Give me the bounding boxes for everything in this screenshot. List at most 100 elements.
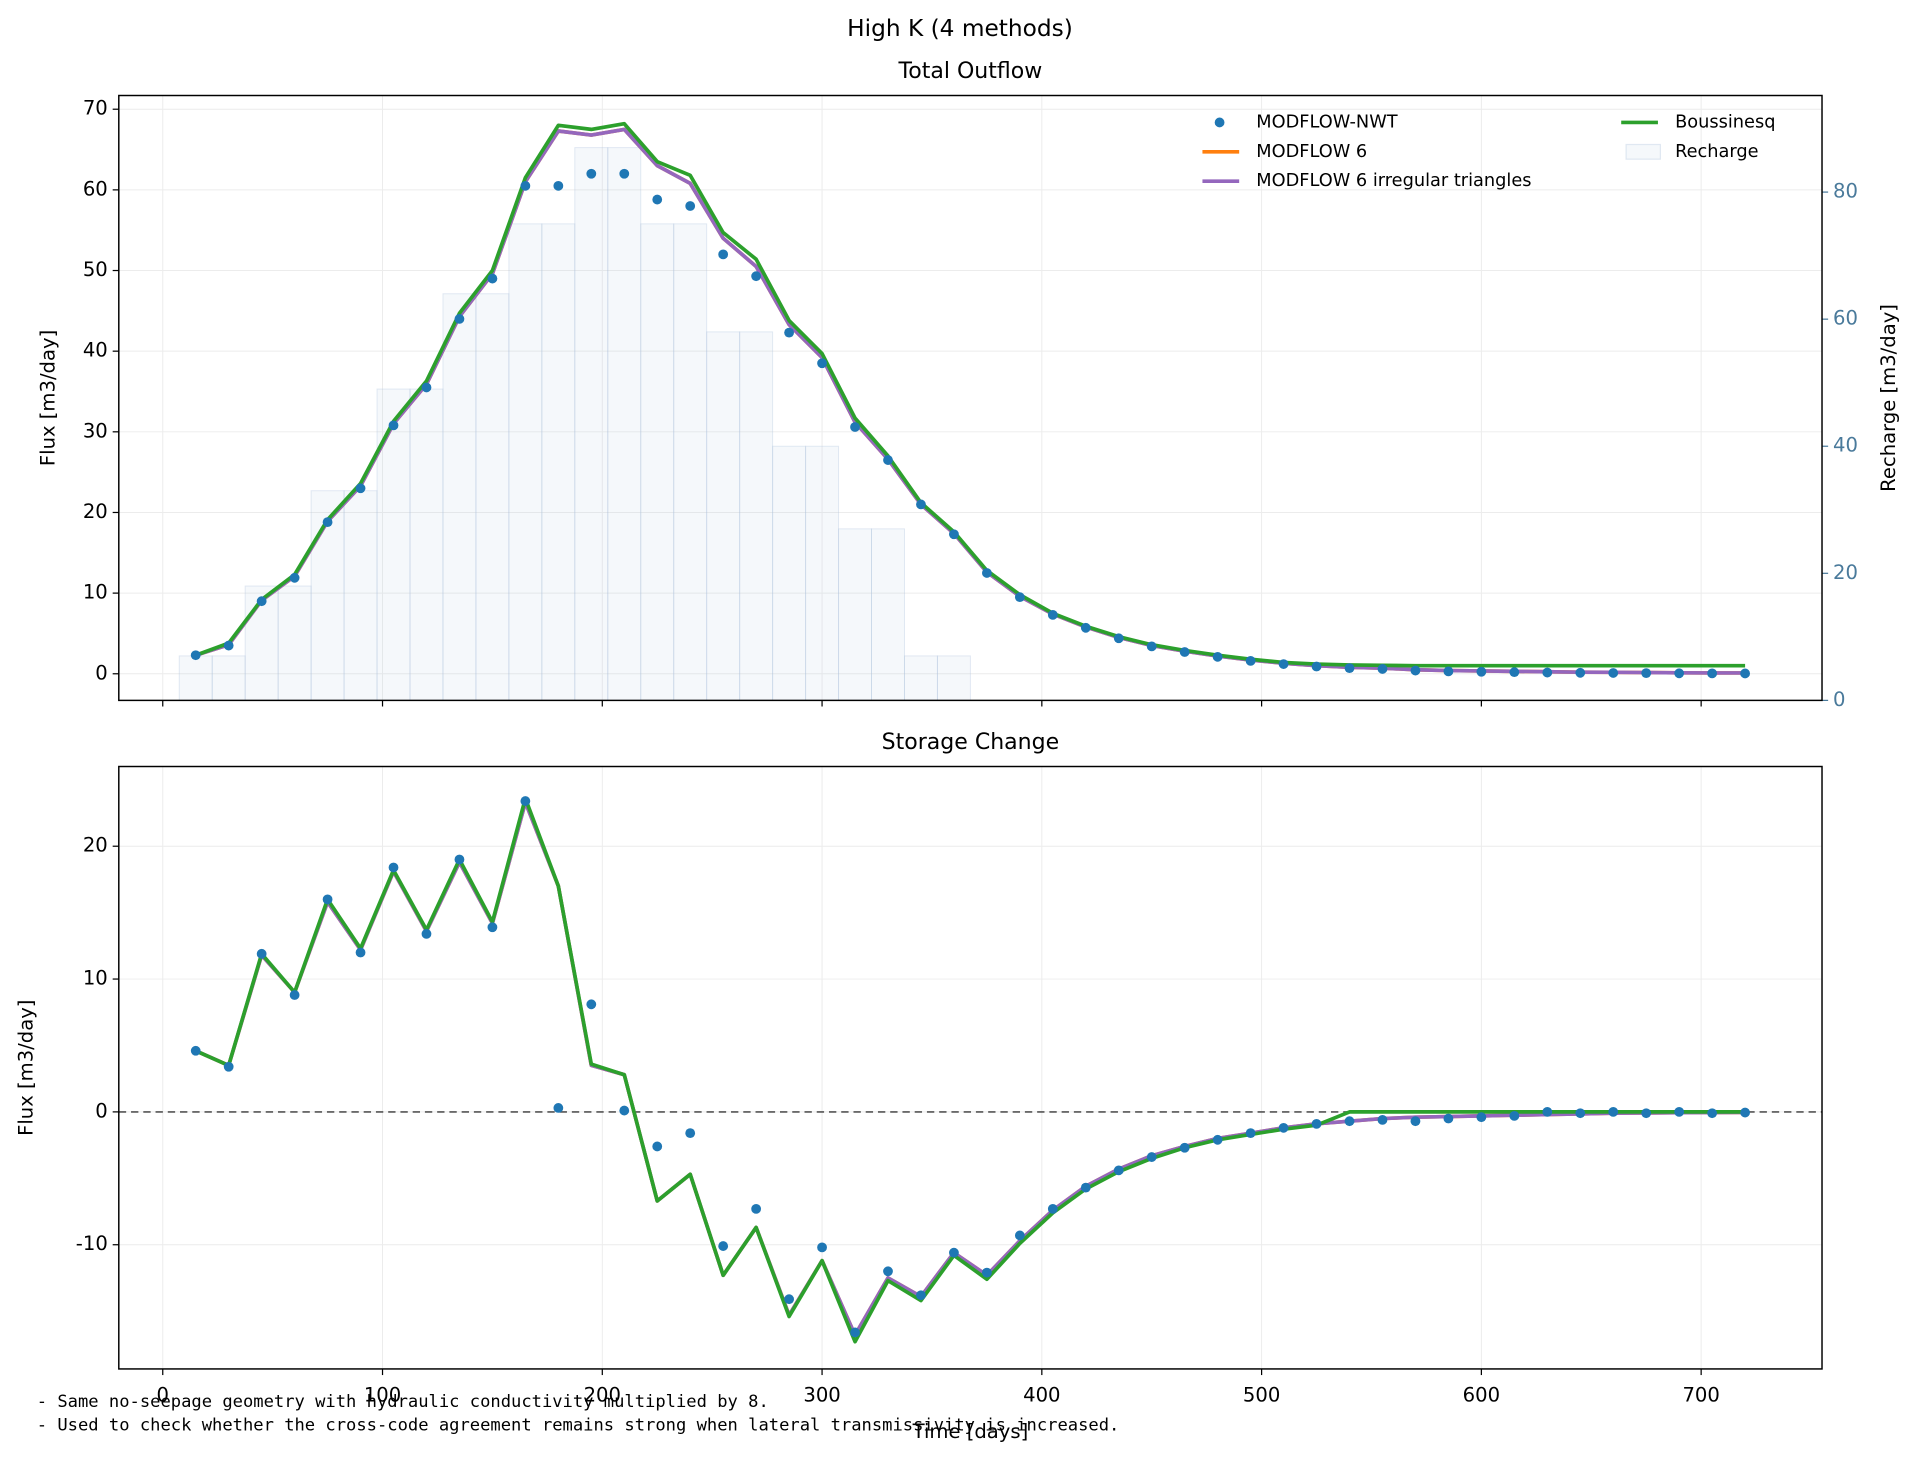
point <box>1608 668 1619 678</box>
legend-label: MODFLOW 6 <box>1256 142 1367 162</box>
y2-tick-label: 60 <box>1833 307 1858 330</box>
x-tick-label: 600 <box>1463 1383 1500 1406</box>
series-line <box>194 800 1746 1337</box>
point <box>1740 1107 1750 1118</box>
point <box>619 1105 630 1116</box>
legend-label: Recharge <box>1675 142 1759 162</box>
point <box>619 168 630 179</box>
point <box>256 596 267 607</box>
y-tick-label: 30 <box>83 419 108 442</box>
axes-frame <box>118 94 1823 702</box>
x-tick-label: 700 <box>1682 1383 1719 1406</box>
recharge-bar <box>838 528 873 701</box>
recharge-bar <box>475 293 510 701</box>
point <box>751 271 762 282</box>
point <box>1509 667 1520 678</box>
point <box>784 1294 794 1305</box>
legend-patch <box>1625 143 1662 160</box>
point <box>1443 1113 1454 1124</box>
recharge-bar <box>409 388 444 701</box>
point <box>1410 665 1421 676</box>
y-tick-label: 70 <box>83 97 108 120</box>
point <box>652 1141 663 1152</box>
point <box>685 201 696 211</box>
point <box>718 1241 729 1251</box>
point <box>1311 661 1322 672</box>
point <box>355 947 366 958</box>
point <box>1146 641 1157 652</box>
point <box>421 928 432 939</box>
recharge-bar <box>343 490 378 701</box>
point <box>817 1242 827 1253</box>
x-axis-label: Time [days] <box>912 1420 1029 1443</box>
point <box>1575 1108 1586 1119</box>
recharge-bar <box>211 655 246 701</box>
point <box>652 194 663 205</box>
recharge-bar <box>310 490 345 701</box>
point <box>1014 592 1025 603</box>
point <box>718 249 729 260</box>
y-axis-label: Flux [m3/day] <box>14 1000 37 1136</box>
y2-tick-label: 0 <box>1833 688 1845 711</box>
point <box>223 640 234 651</box>
point <box>388 420 399 431</box>
y-tick-label: 40 <box>83 339 108 362</box>
point <box>751 1203 762 1214</box>
point <box>1542 667 1553 678</box>
point <box>1278 659 1289 669</box>
axes-title: Storage Change <box>882 730 1060 755</box>
point <box>454 314 465 324</box>
recharge-bar <box>574 147 609 701</box>
recharge-bar <box>640 223 675 701</box>
point <box>1212 1134 1223 1145</box>
point <box>1311 1118 1322 1129</box>
recharge-bar <box>673 223 708 701</box>
y-tick-label: -10 <box>76 1232 108 1255</box>
point <box>1080 622 1091 633</box>
recharge-bar <box>607 147 642 701</box>
point <box>1476 1112 1487 1123</box>
recharge-bar <box>277 585 312 701</box>
point <box>322 894 333 905</box>
y-tick-label: 0 <box>95 661 107 684</box>
recharge-bar <box>805 445 840 701</box>
point <box>1674 668 1685 679</box>
point <box>355 483 366 494</box>
recharge-bar <box>376 388 411 701</box>
axes-title: Total Outflow <box>898 59 1043 84</box>
y-tick-label: 50 <box>83 258 108 281</box>
point <box>850 1327 860 1338</box>
point <box>949 529 959 540</box>
point <box>223 1061 234 1072</box>
point <box>1707 668 1718 679</box>
series-line <box>194 800 1746 1337</box>
point <box>916 1290 926 1301</box>
y-tick-label: 10 <box>83 967 108 990</box>
point <box>1014 1230 1025 1241</box>
y2-tick-label: 80 <box>1833 180 1858 203</box>
y-tick-label: 20 <box>83 500 108 523</box>
point <box>685 1128 696 1139</box>
point <box>817 358 827 369</box>
point <box>1245 655 1256 666</box>
y2-tick-label: 20 <box>1833 561 1858 584</box>
point <box>322 517 333 528</box>
point <box>883 455 893 465</box>
point <box>1080 1182 1091 1193</box>
y-tick-label: 10 <box>83 581 108 604</box>
point <box>1542 1106 1553 1117</box>
point <box>1443 666 1454 677</box>
point <box>487 922 498 933</box>
point <box>190 1045 201 1056</box>
point <box>1245 1128 1256 1139</box>
figure-title: High K (4 methods) <box>847 15 1073 42</box>
point <box>1377 664 1388 674</box>
point <box>520 796 531 806</box>
y-tick-label: 0 <box>95 1099 107 1122</box>
point <box>586 999 597 1010</box>
point <box>1146 1152 1157 1162</box>
recharge-bar <box>936 655 971 701</box>
point <box>487 273 498 284</box>
legend-label: Boussinesq <box>1675 112 1775 132</box>
